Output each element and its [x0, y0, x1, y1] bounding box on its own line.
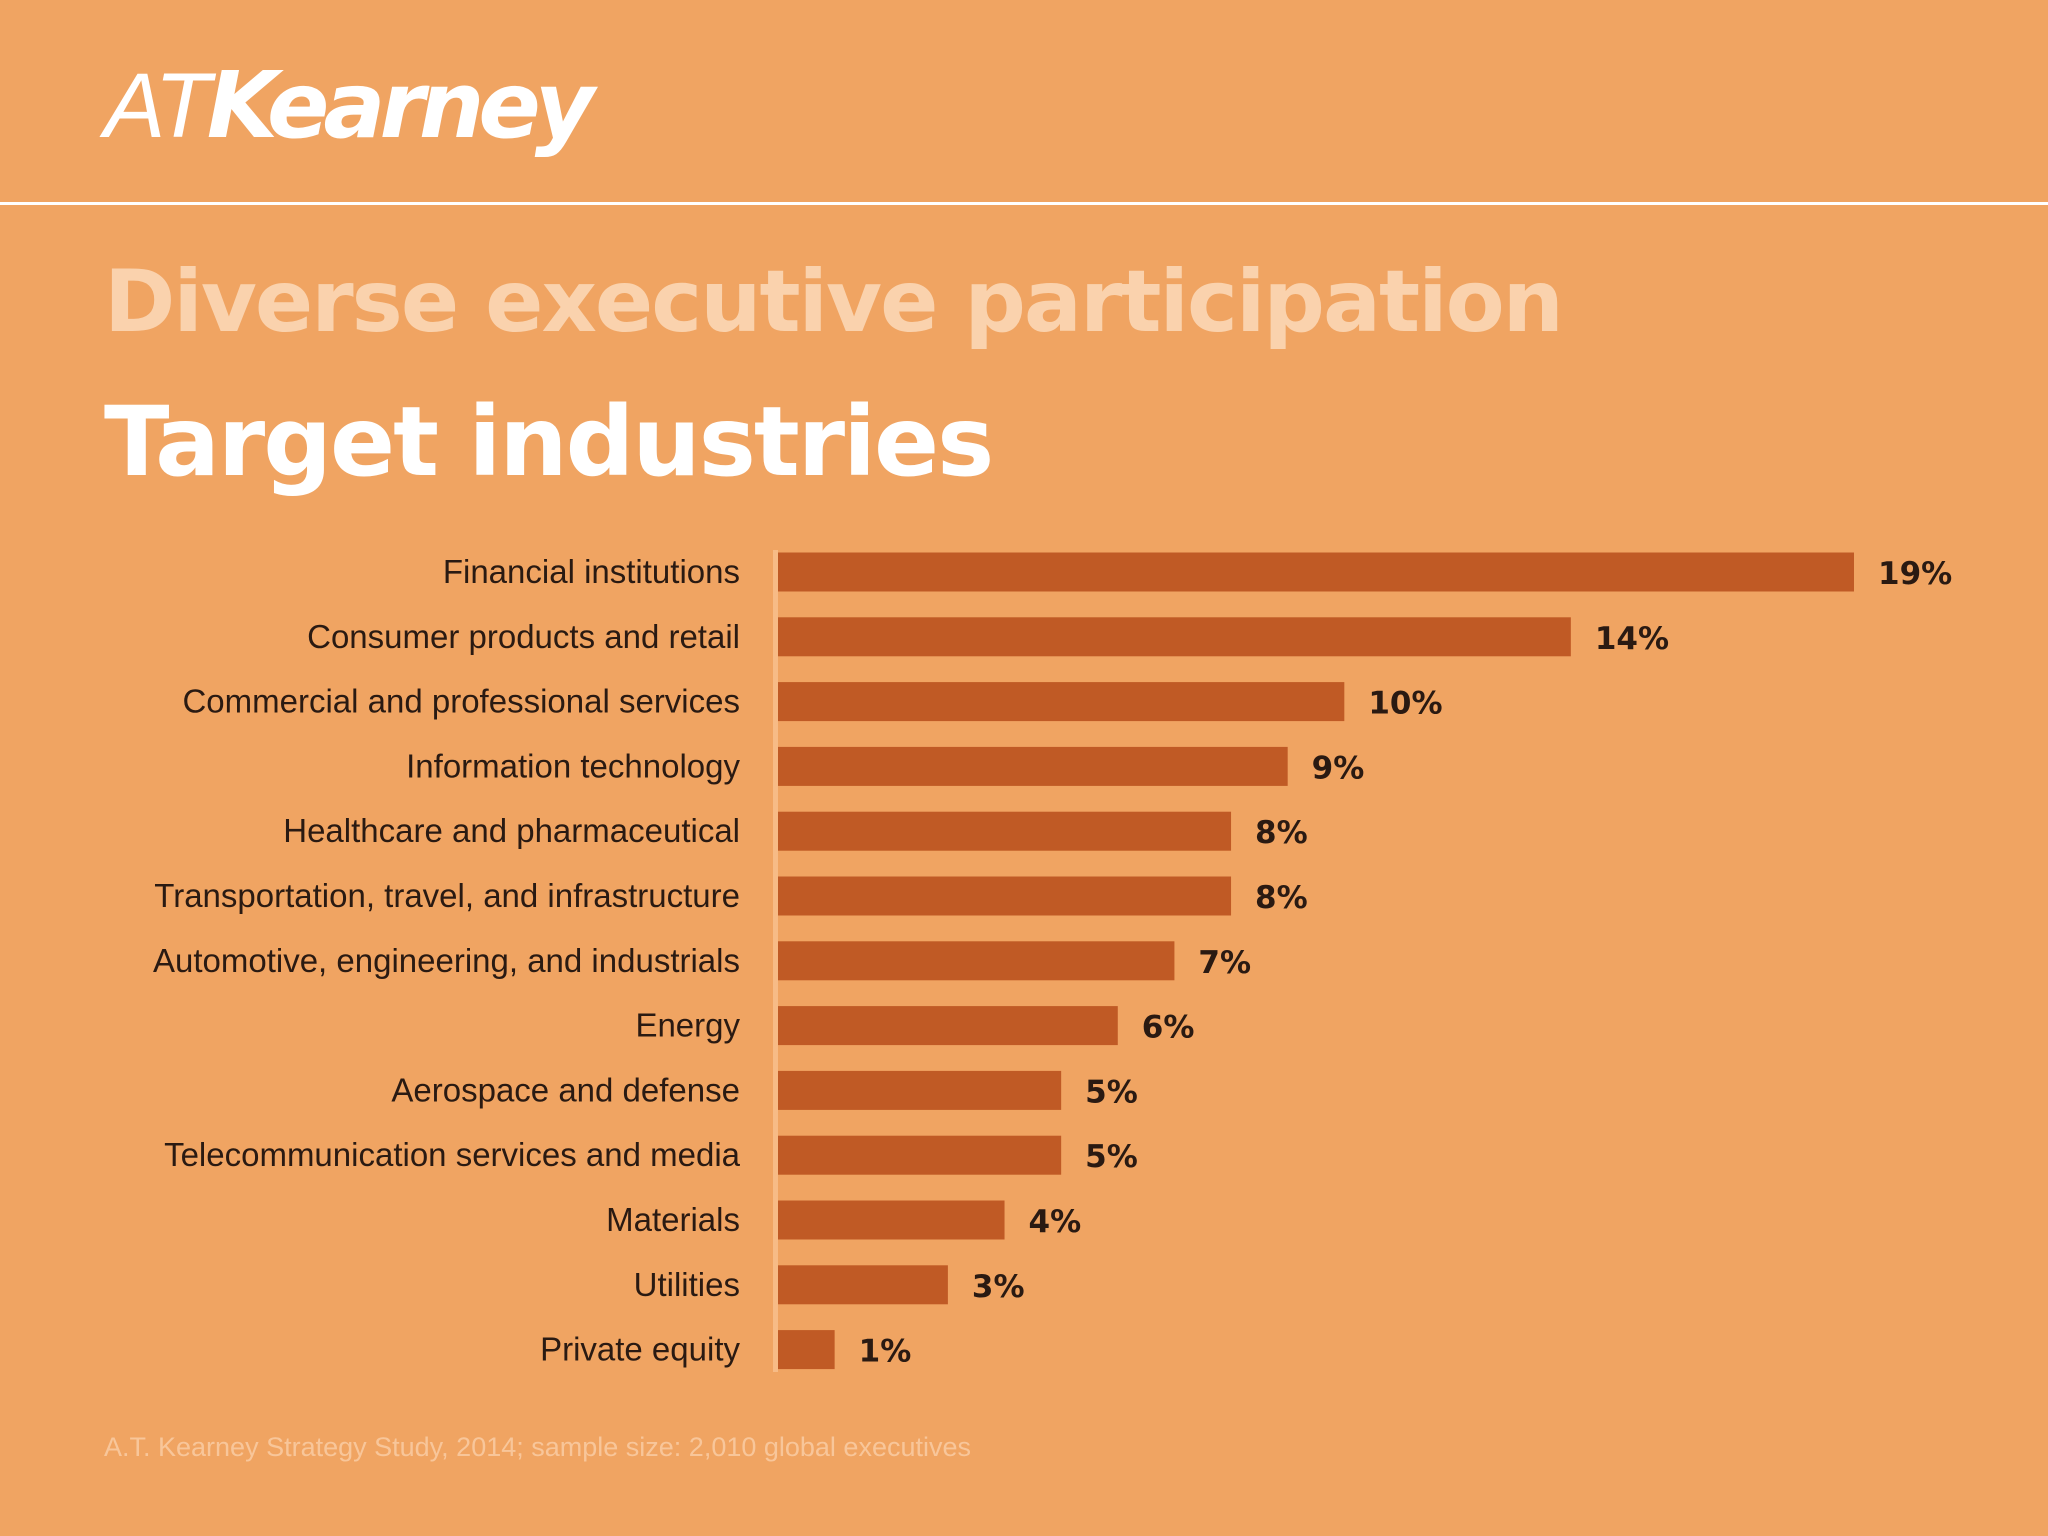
value-label: 8% [1255, 815, 1308, 851]
bar [778, 1330, 835, 1370]
bar [778, 1006, 1118, 1046]
page-title: Target industries [104, 386, 994, 498]
bar [778, 617, 1571, 657]
logo-light-text: AT [104, 55, 211, 157]
bar [778, 682, 1345, 722]
page-subtitle: Diverse executive participation [104, 252, 1564, 352]
category-label: Private equity [540, 1331, 740, 1368]
category-label: Consumer products and retail [307, 618, 740, 655]
bar [778, 1265, 948, 1305]
value-label: 5% [1085, 1074, 1138, 1110]
bar [778, 746, 1288, 786]
value-label: 4% [1029, 1204, 1082, 1240]
bar [778, 1135, 1062, 1175]
category-label: Commercial and professional services [182, 683, 740, 720]
category-label: Utilities [634, 1266, 740, 1303]
category-label: Financial institutions [443, 553, 740, 590]
category-label: Information technology [406, 747, 740, 784]
company-logo: ATKearney [104, 60, 595, 180]
header-divider [0, 202, 2048, 205]
category-label: Telecommunication services and media [164, 1136, 741, 1173]
category-label: Energy [635, 1007, 740, 1044]
bar [778, 552, 1854, 592]
value-label: 5% [1085, 1139, 1138, 1175]
bar [778, 811, 1232, 851]
value-label: 6% [1142, 1010, 1195, 1046]
bar [778, 1070, 1062, 1110]
category-label: Aerospace and defense [391, 1071, 740, 1108]
bar [778, 941, 1175, 981]
value-label: 1% [859, 1334, 912, 1370]
value-label: 7% [1198, 945, 1251, 981]
category-label: Automotive, engineering, and industrials [153, 942, 740, 979]
bar [778, 1200, 1005, 1240]
value-label: 9% [1312, 750, 1365, 786]
bar [778, 876, 1232, 916]
value-label: 10% [1368, 686, 1442, 722]
value-label: 3% [972, 1269, 1025, 1305]
source-note: A.T. Kearney Strategy Study, 2014; sampl… [104, 1432, 971, 1462]
value-label: 8% [1255, 880, 1308, 916]
logo-bold-text: Kearney [206, 52, 595, 159]
value-label: 14% [1595, 621, 1669, 657]
category-label: Materials [606, 1201, 740, 1238]
chart-axis [773, 550, 778, 1372]
category-label: Transportation, travel, and infrastructu… [154, 877, 740, 914]
category-label: Healthcare and pharmaceutical [283, 812, 740, 849]
value-label: 19% [1878, 556, 1952, 592]
